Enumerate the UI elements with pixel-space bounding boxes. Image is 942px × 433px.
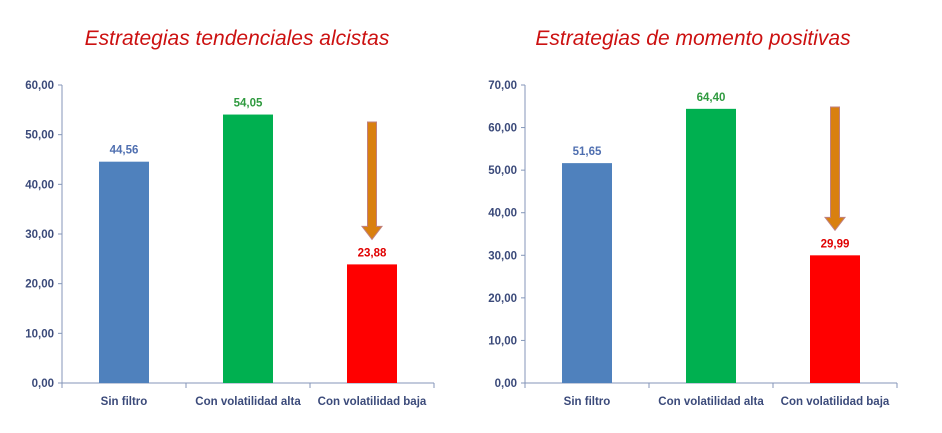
- y-tick-label: 60,00: [25, 80, 54, 92]
- y-tick-label: 0,00: [495, 378, 517, 390]
- chart-tendenciales: Estrategias tendenciales alcistas 0,00 10…: [25, 27, 435, 408]
- y-tick-label: 40,00: [488, 208, 517, 220]
- y-tick-label: 50,00: [488, 165, 517, 177]
- bar-vol-alta: [686, 108, 736, 383]
- plot-area-tendenciales: 0,00 10,00 20,00 30,00 40,00 50,00 60,00 44,56 S…: [25, 80, 435, 408]
- chart-title-tendenciales: Estrategias tendenciales alcistas: [85, 27, 390, 50]
- data-label-vol-baja: 29,99: [821, 238, 850, 250]
- y-tick-label: 10,00: [488, 335, 517, 347]
- category-label-vol-alta: Con volatilidad alta: [658, 396, 764, 408]
- category-label-vol-baja: Con volatilidad baja: [318, 396, 427, 408]
- chart-title-momento: Estrategias de momento positivas: [535, 27, 851, 50]
- category-label-sin-filtro: Sin filtro: [564, 396, 611, 408]
- y-tick-label: 40,00: [25, 179, 54, 191]
- y-tick-label: 20,00: [488, 293, 517, 305]
- y-tick-label: 0,00: [32, 378, 54, 390]
- y-tick-label: 30,00: [488, 250, 517, 262]
- y-tick-label: 50,00: [25, 130, 54, 142]
- data-label-vol-alta: 54,05: [234, 98, 263, 110]
- down-arrow-icon: [823, 106, 847, 232]
- data-label-vol-baja: 23,88: [358, 247, 387, 259]
- y-tick-label: 20,00: [25, 279, 54, 291]
- bar-vol-baja: [347, 264, 397, 383]
- data-label-sin-filtro: 51,65: [573, 146, 602, 158]
- category-label-vol-baja: Con volatilidad baja: [781, 396, 890, 408]
- bar-vol-baja: [810, 255, 860, 383]
- y-tick-label: 60,00: [488, 123, 517, 135]
- y-tick-label: 70,00: [488, 80, 517, 92]
- data-label-vol-alta: 64,40: [697, 92, 726, 104]
- y-tick-label: 10,00: [25, 328, 54, 340]
- category-label-vol-alta: Con volatilidad alta: [195, 396, 301, 408]
- plot-area-momento: 0,00 10,00 20,00 30,00 40,00 50,00 60,00 70,00 5…: [488, 80, 898, 408]
- y-tick-label: 30,00: [25, 229, 54, 241]
- bar-vol-alta: [223, 114, 273, 383]
- category-label-sin-filtro: Sin filtro: [101, 396, 148, 408]
- chart-momento: Estrategias de momento positivas 0,00 10,…: [488, 27, 898, 408]
- down-arrow-icon: [360, 121, 384, 241]
- bar-sin-filtro: [99, 161, 149, 383]
- bar-sin-filtro: [562, 163, 612, 383]
- data-label-sin-filtro: 44,56: [110, 145, 139, 157]
